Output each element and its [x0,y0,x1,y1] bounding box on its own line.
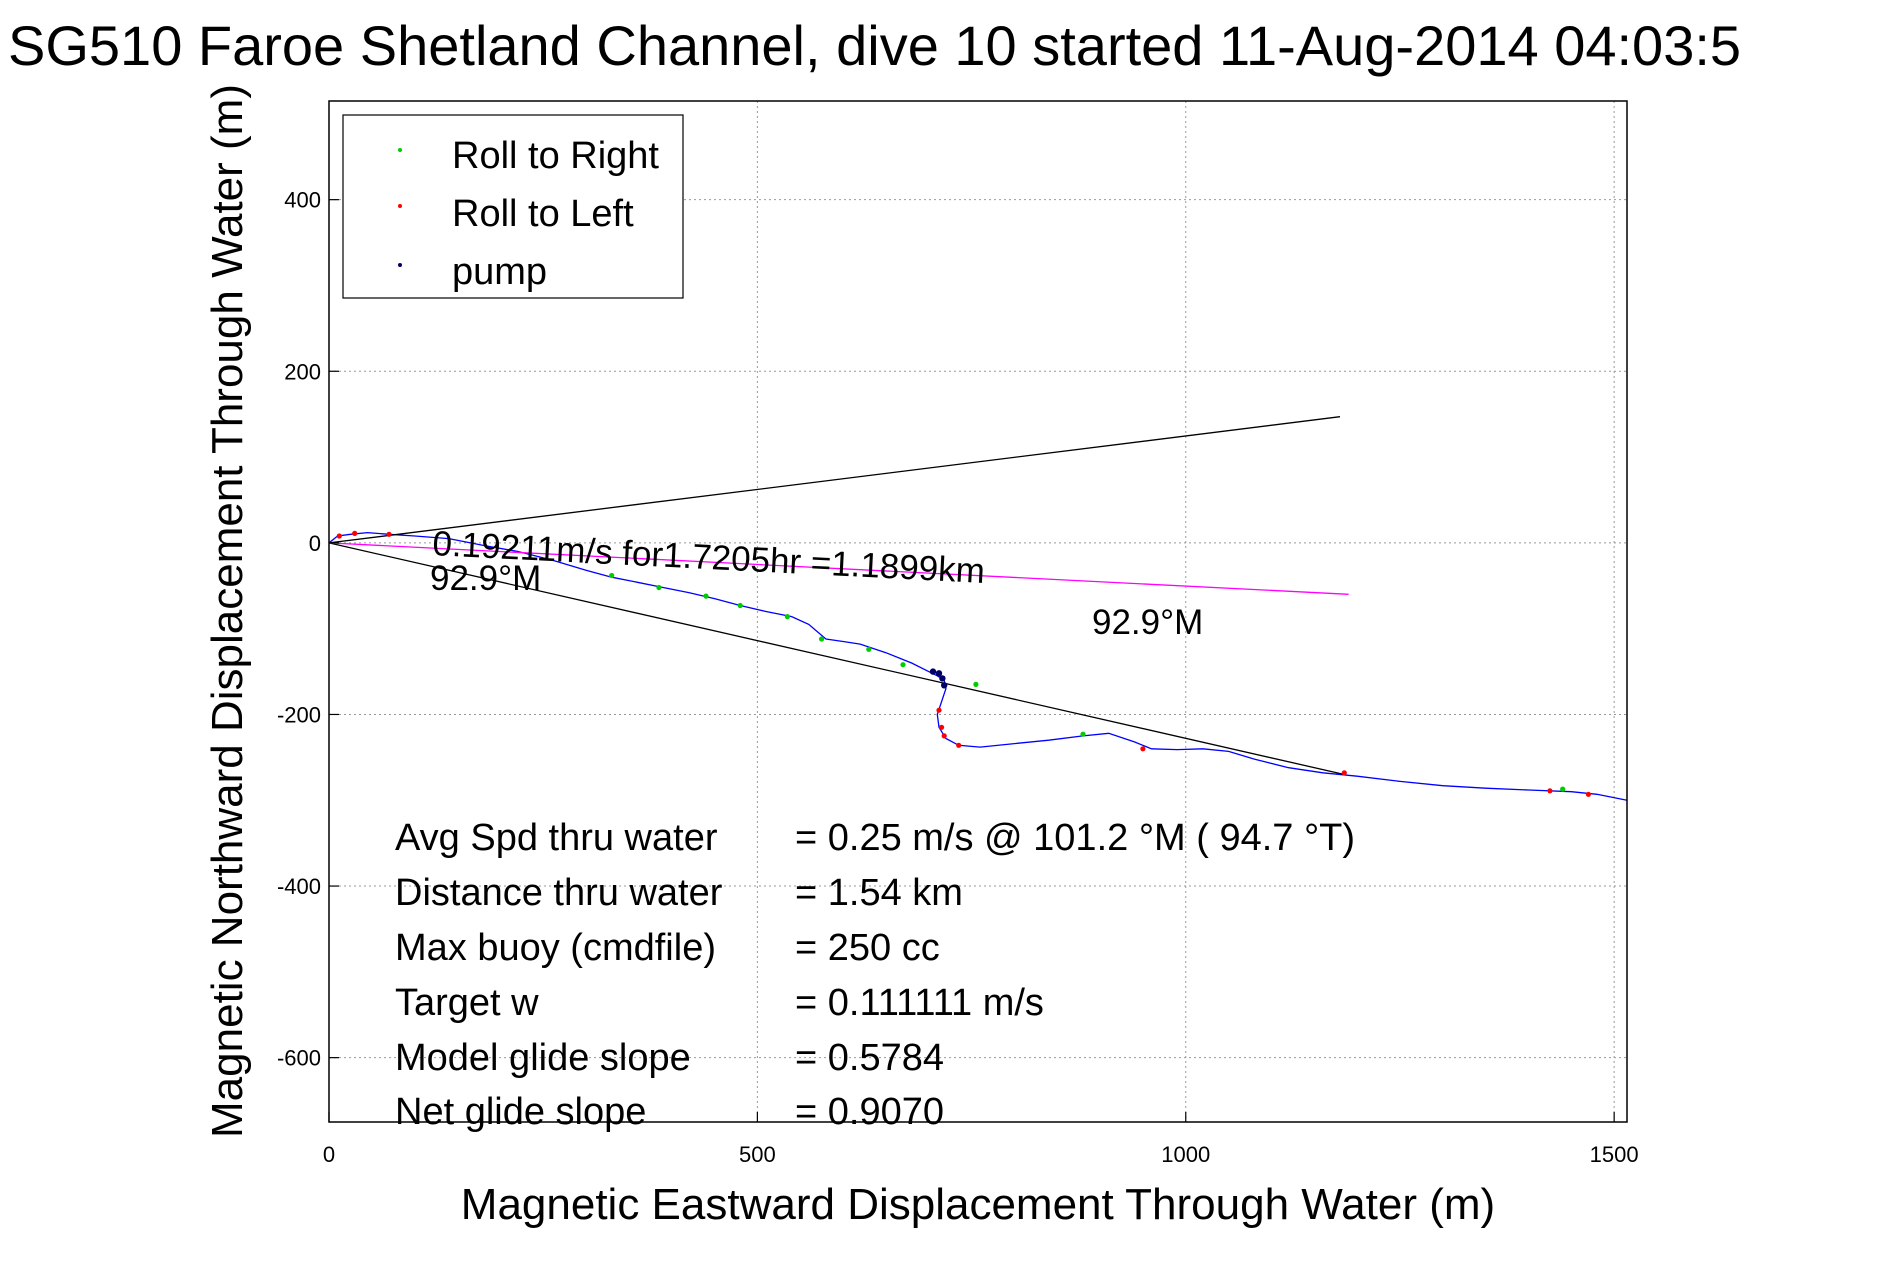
series-line-3 [328,542,1349,595]
stat-label: Model glide slope [395,1037,691,1079]
marker-roll-right [656,584,662,591]
marker-roll-left [1585,791,1591,797]
marker-roll-left [941,733,947,739]
legend-label-pump: pump [452,251,547,293]
stat-label: Avg Spd thru water [395,817,718,859]
stat-value: = 0.9070 [795,1091,944,1133]
marker-pump [929,668,937,675]
marker-roll-right [1560,786,1566,792]
marker-roll-right [819,636,825,642]
marker-pump [939,675,946,682]
marker-roll-left [1140,746,1146,752]
marker-pump [941,682,948,689]
marker-roll-right [973,681,979,688]
marker-roll-left [936,707,942,713]
legend-marker-roll-right [398,148,402,152]
stat-value: = 0.25 m/s @ 101.2 °M ( 94.7 °T) [795,817,1355,859]
stat-label: Distance thru water [395,872,723,914]
y-tick-label: 200 [284,359,321,384]
vector-annotation-heading-left: 92.9°M [430,559,541,598]
x-axis-label: Magnetic Eastward Displacement Through W… [461,1180,1495,1229]
x-tick-label: 1500 [1590,1142,1639,1167]
marker-roll-right [609,572,615,579]
marker-roll-left [956,742,962,748]
marker-pump [935,670,943,677]
y-tick-label: -600 [277,1046,321,1071]
stat-label: Net glide slope [395,1091,646,1133]
legend-label-roll-left: Roll to Left [452,193,634,235]
marker-roll-right [900,662,906,668]
y-axis-label: Magnetic Northward Displacement Through … [203,84,252,1138]
vector-annotation-heading-right: 92.9°M [1092,603,1203,642]
marker-roll-left [1341,770,1347,776]
y-tick-label: -400 [277,874,321,899]
y-tick-label: 400 [284,188,321,213]
y-tick-label: -200 [277,702,321,727]
marker-roll-left [352,530,358,537]
y-tick-label: 0 [309,531,321,556]
legend-marker-pump [398,263,402,267]
legend-label-roll-right: Roll to Right [452,135,659,177]
marker-roll-left [939,724,945,730]
marker-roll-right [737,602,743,609]
marker-roll-right [703,593,709,599]
stat-value: = 0.5784 [795,1037,944,1079]
legend: Roll to Right Roll to Left pump [342,114,684,299]
series-line-2 [328,542,1345,776]
marker-layer [336,530,1591,797]
marker-roll-left [386,531,392,537]
stats-block: Avg Spd thru water = 0.25 m/s @ 101.2 °M… [395,817,1355,1133]
marker-roll-left [1547,788,1553,794]
stat-value: = 250 cc [795,927,940,969]
x-tick-label: 1000 [1161,1142,1210,1167]
marker-roll-right [1080,731,1086,737]
stat-value: = 1.54 km [795,872,963,914]
chart-title: SG510 Faroe Shetland Channel, dive 10 st… [8,14,1741,77]
marker-roll-right [866,646,872,652]
x-axis: 0 500 1000 1500 [323,1112,1639,1167]
plot-frame [328,100,1628,1123]
stat-label: Target w [395,982,539,1024]
stat-label: Max buoy (cmdfile) [395,927,716,969]
x-tick-label: 500 [739,1142,776,1167]
legend-marker-roll-left [398,204,402,208]
marker-roll-right [784,614,791,620]
stat-value: = 0.111111 m/s [795,982,1044,1024]
x-tick-label: 0 [323,1142,335,1167]
marker-roll-left [336,533,342,539]
series-line-1 [328,416,1341,544]
y-axis: -600 -400 -200 0 200 400 [277,188,339,1071]
